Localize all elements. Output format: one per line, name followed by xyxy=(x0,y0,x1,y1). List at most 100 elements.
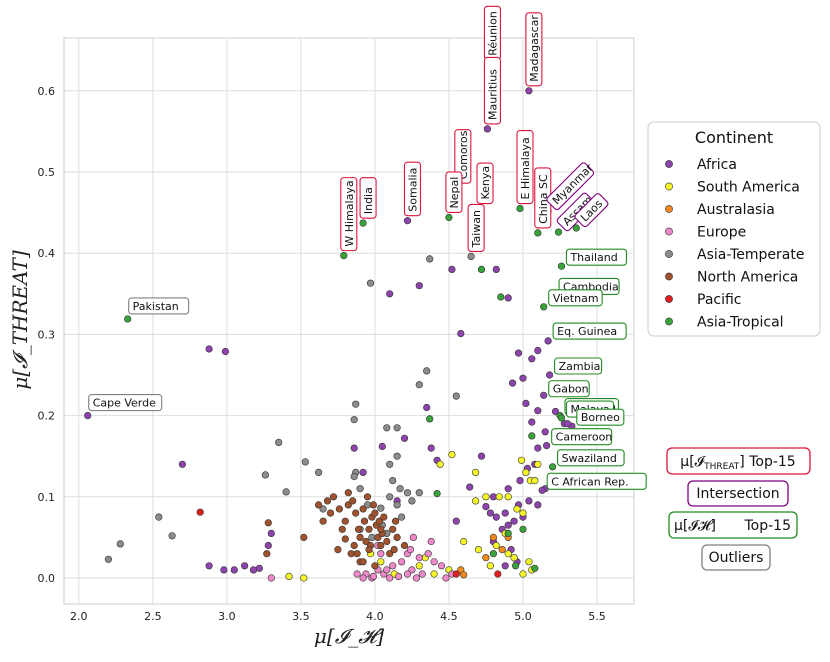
data-point-asia-tropical xyxy=(433,490,441,498)
data-point-north-america xyxy=(374,533,382,542)
data-point-south-america xyxy=(486,562,495,570)
key-outliers-box xyxy=(701,544,771,571)
data-point-africa xyxy=(386,290,394,298)
data-points xyxy=(84,61,580,582)
annotation-label: Eq. Guinea xyxy=(557,325,617,338)
annotation-key: μ[𝓘THREAT] Top-15 Intersection μ[𝓘𝓗] Top… xyxy=(666,447,811,571)
data-point-asia-temperate xyxy=(389,477,397,485)
data-point-europe xyxy=(386,574,394,582)
x-tick-label: 4.0 xyxy=(366,610,384,623)
annotation-label: Réunion xyxy=(486,11,499,56)
annotation-box xyxy=(359,177,377,219)
data-point-africa xyxy=(528,355,536,363)
data-point-north-america xyxy=(329,493,338,501)
data-point-asia-temperate xyxy=(386,460,394,468)
data-point-north-america xyxy=(371,509,379,517)
key-threat-label: μ[𝓘THREAT] Top-15 xyxy=(680,454,795,472)
data-point-europe xyxy=(369,572,378,581)
annotation-label: Cape Verde xyxy=(93,397,156,410)
key-h-label: μ[𝓘𝓗] xyxy=(674,518,716,534)
data-point-africa xyxy=(542,442,551,450)
data-point-africa xyxy=(84,412,92,420)
data-point-south-america xyxy=(472,497,480,505)
annotation-label: Nepal xyxy=(448,177,461,209)
data-point-north-america xyxy=(323,497,332,505)
data-point-europe xyxy=(437,562,446,570)
data-point-south-america xyxy=(534,460,542,468)
legend-marker xyxy=(665,295,673,303)
data-point-africa xyxy=(540,391,548,399)
data-point-north-america xyxy=(386,550,394,558)
annotation-label: Pakistan xyxy=(133,300,179,313)
data-point-asia-tropical xyxy=(557,414,566,422)
annotation-box xyxy=(128,297,190,315)
data-point-africa xyxy=(457,330,465,338)
data-point-africa xyxy=(221,347,229,356)
data-point-north-america xyxy=(335,505,344,513)
key-threat-box xyxy=(666,447,811,475)
annotation-label: Somalia xyxy=(406,168,419,212)
legend-marker xyxy=(665,250,673,258)
data-point-asia-tropical xyxy=(557,262,566,270)
data-point-africa xyxy=(264,541,272,550)
data-point-europe xyxy=(389,562,397,570)
data-point-africa xyxy=(483,125,492,133)
annotation-label: Cameroon xyxy=(556,431,613,444)
annotation-box xyxy=(403,161,422,217)
annotation-label: W Himalaya xyxy=(343,180,356,246)
annotation-box xyxy=(445,171,463,214)
data-point-north-america xyxy=(365,525,373,533)
data-point-europe xyxy=(412,574,421,582)
annotation-label: E Himalaya xyxy=(519,137,532,199)
data-point-africa xyxy=(492,265,500,274)
data-point-africa xyxy=(504,521,512,529)
legend-marker xyxy=(665,227,673,236)
data-point-asia-temperate xyxy=(398,513,406,521)
data-point-africa xyxy=(267,529,275,538)
data-point-africa xyxy=(544,337,552,345)
legend-box xyxy=(647,121,821,337)
y-tick-label: 0.0 xyxy=(38,572,56,585)
data-point-asia-temperate xyxy=(383,424,391,432)
annotation-box xyxy=(340,177,358,252)
data-point-asia-temperate xyxy=(315,468,323,477)
annotation-box xyxy=(546,162,595,211)
data-point-asia-tropical xyxy=(572,224,580,232)
data-point-africa xyxy=(534,501,542,509)
data-point-north-america xyxy=(369,501,378,509)
data-point-asia-tropical xyxy=(359,219,367,227)
data-point-asia-tropical xyxy=(340,252,348,260)
data-point-north-america xyxy=(377,541,385,550)
data-point-africa xyxy=(551,407,560,416)
data-point-asia-temperate xyxy=(116,540,124,548)
data-point-south-america xyxy=(474,545,483,554)
data-point-pacific xyxy=(452,570,460,578)
data-point-asia-tropical xyxy=(516,204,524,213)
data-point-asia-temperate xyxy=(352,400,360,408)
data-point-europe xyxy=(403,570,412,578)
data-point-africa xyxy=(400,434,409,442)
data-point-africa xyxy=(534,444,542,452)
x-tick-label: 2.5 xyxy=(144,610,162,623)
annotation-box xyxy=(565,248,628,266)
data-point-asia-temperate xyxy=(393,424,401,432)
data-point-africa xyxy=(545,371,554,379)
data-point-asia-temperate xyxy=(366,279,375,287)
data-point-asia-temperate xyxy=(408,497,416,505)
data-point-africa xyxy=(178,460,186,468)
data-point-africa xyxy=(525,87,533,95)
data-point-north-america xyxy=(375,517,384,525)
data-point-africa xyxy=(534,347,542,355)
data-point-asia-tropical xyxy=(519,525,527,533)
data-point-europe xyxy=(408,566,416,574)
data-point-north-america xyxy=(352,509,360,517)
data-point-africa xyxy=(403,217,412,225)
data-point-north-america xyxy=(362,537,370,546)
legend-marker xyxy=(665,160,673,168)
data-point-africa xyxy=(482,503,490,511)
y-tick-label: 0.4 xyxy=(38,247,56,260)
data-point-south-america xyxy=(517,456,526,464)
data-point-africa xyxy=(255,564,264,572)
annotation-label: C African Rep. xyxy=(551,475,628,488)
